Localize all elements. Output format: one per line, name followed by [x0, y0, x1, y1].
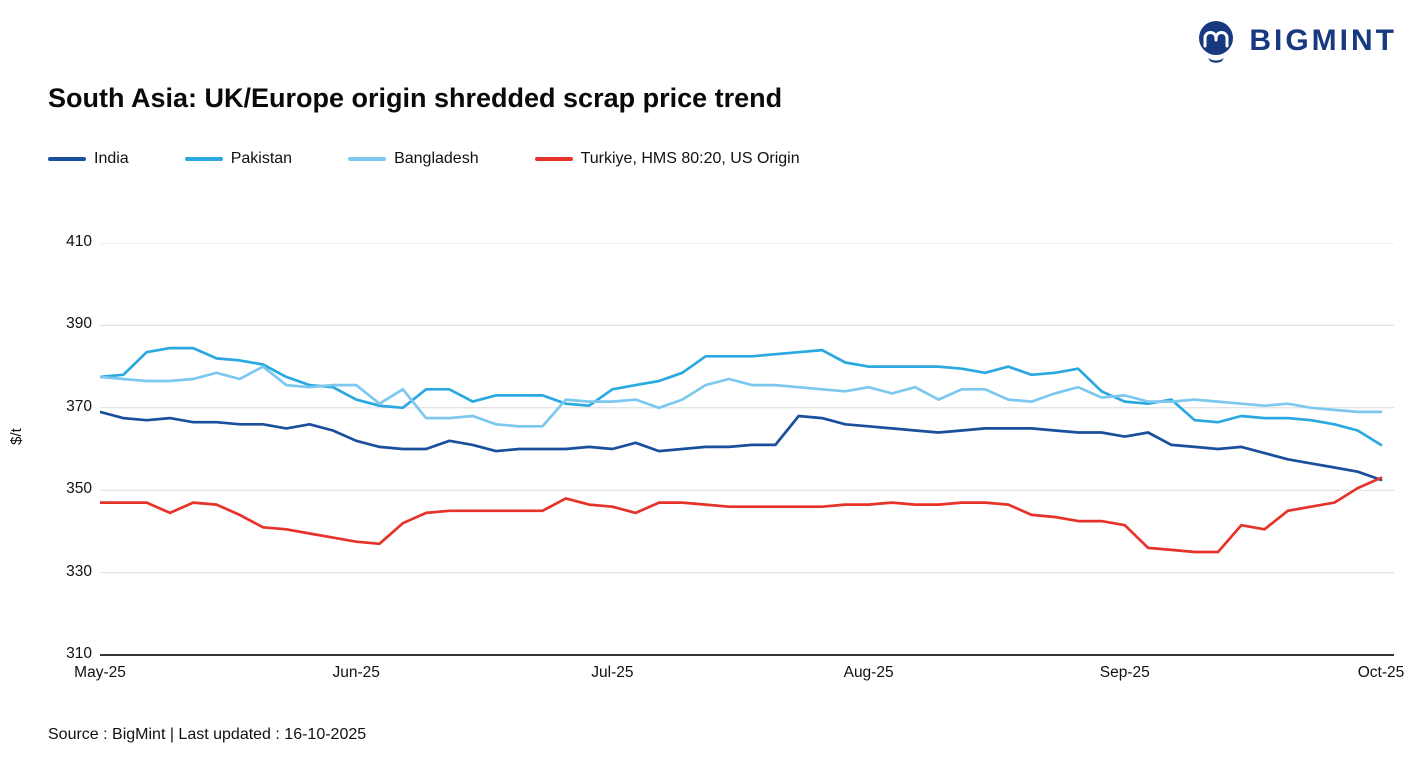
legend-item-india: India: [48, 150, 129, 168]
legend-label-turkiye: Turkiye, HMS 80:20, US Origin: [580, 150, 800, 167]
legend-swatch-turkiye: [534, 156, 573, 162]
x-tick-label: May-25: [74, 664, 126, 681]
x-tick-label: Jul-25: [591, 664, 634, 681]
legend-swatch-pakistan: [184, 156, 223, 162]
y-tick-label: 330: [66, 562, 92, 580]
x-tick-label: Sep-25: [1099, 664, 1150, 681]
series-line-india: [100, 410, 1383, 482]
y-tick-label: 310: [66, 645, 92, 662]
bigmint-logo-icon: [1199, 21, 1234, 63]
legend-label-pakistan: Pakistan: [230, 150, 293, 167]
source-note: Source : BigMint | Last updated : 16-10-…: [48, 726, 367, 743]
bigmint-logo: BIGMINT: [1193, 18, 1397, 64]
y-tick-label: 370: [66, 397, 92, 415]
legend-item-bangladesh: Bangladesh: [348, 150, 479, 168]
legend-item-turkiye: Turkiye, HMS 80:20, US Origin: [534, 150, 800, 168]
y-tick-label: 390: [66, 315, 92, 333]
y-tick-label: 350: [66, 480, 92, 498]
y-axis-label: $/t: [7, 428, 25, 445]
chart-title: South Asia: UK/Europe origin shredded sc…: [48, 83, 783, 113]
y-tick-label: 410: [66, 233, 92, 250]
legend-label-india: India: [94, 150, 129, 167]
series-line-pakistan: [100, 346, 1383, 447]
series-line-bangladesh: [100, 365, 1383, 428]
legend-swatch-india: [48, 156, 86, 162]
x-tick-label: Oct-25: [1357, 664, 1405, 681]
series-line-turkiye: [100, 476, 1383, 554]
x-tick-label: Aug-25: [843, 664, 894, 681]
x-tick-label: Jun-25: [332, 664, 380, 681]
legend-label-bangladesh: Bangladesh: [394, 150, 479, 167]
line-chart: [100, 243, 1394, 656]
brand-name: BIGMINT: [1249, 24, 1397, 57]
legend-swatch-bangladesh: [348, 156, 387, 162]
legend-item-pakistan: Pakistan: [184, 150, 293, 168]
legend: India Pakistan Bangladesh Turkiye, HMS 8…: [48, 150, 856, 168]
